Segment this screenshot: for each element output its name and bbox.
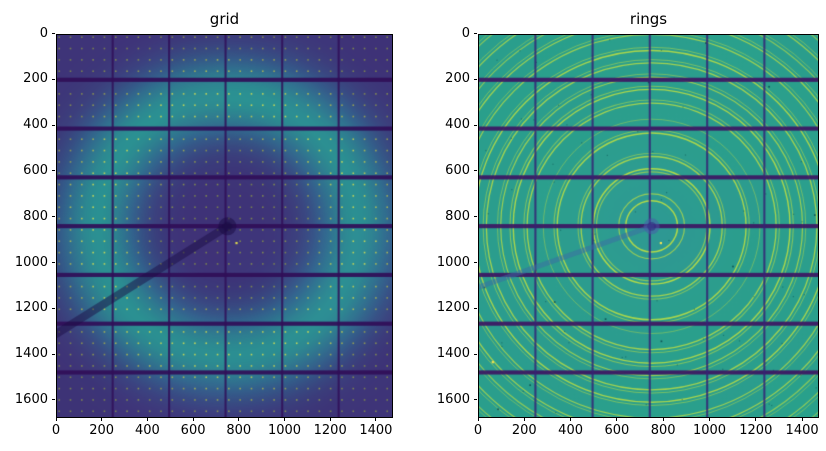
- x-tick-mark: [662, 417, 664, 421]
- x-tick-label: 1000: [267, 422, 302, 438]
- y-tick-label: 1200: [14, 300, 48, 316]
- y-tick-mark: [51, 307, 55, 309]
- grid-detector-image: [56, 33, 393, 418]
- x-tick-label: 400: [558, 422, 583, 438]
- y-tick-mark: [473, 216, 477, 218]
- y-tick-mark: [51, 170, 55, 172]
- y-tick-mark: [473, 78, 477, 80]
- x-tick-mark: [375, 417, 377, 421]
- x-tick-mark: [284, 417, 285, 421]
- y-tick-mark: [473, 399, 477, 401]
- x-tick-label: 600: [180, 422, 206, 438]
- y-tick-label: 400: [23, 117, 48, 133]
- x-tick-mark: [755, 417, 757, 421]
- x-tick-mark: [55, 417, 57, 421]
- y-tick-label: 400: [445, 117, 470, 133]
- y-tick-mark: [51, 33, 55, 34]
- x-tick-label: 600: [604, 422, 630, 438]
- y-tick-label: 800: [445, 208, 470, 224]
- x-tick-label: 1400: [785, 422, 819, 438]
- y-tick-mark: [473, 262, 477, 263]
- x-tick-label: 1200: [313, 422, 347, 438]
- x-tick-mark: [192, 417, 194, 421]
- x-tick-mark: [523, 417, 525, 421]
- x-tick-label: 200: [511, 422, 537, 438]
- x-tick-mark: [616, 417, 618, 421]
- y-tick-label: 1000: [436, 254, 470, 270]
- y-tick-label: 200: [445, 71, 470, 87]
- x-tick-mark: [477, 417, 479, 421]
- x-tick-mark: [238, 417, 240, 421]
- y-tick-label: 0: [461, 25, 470, 41]
- rings-detector-image: [478, 33, 819, 418]
- x-tick-mark: [570, 417, 572, 421]
- x-tick-mark: [709, 417, 710, 421]
- x-tick-mark: [101, 417, 103, 421]
- x-tick-label: 800: [226, 422, 252, 438]
- y-tick-label: 600: [445, 162, 470, 178]
- x-tick-label: 1000: [692, 422, 727, 438]
- y-tick-label: 1000: [14, 254, 48, 270]
- y-tick-label: 200: [23, 71, 48, 87]
- x-tick-label: 1400: [359, 422, 393, 438]
- y-tick-mark: [51, 124, 55, 126]
- x-tick-label: 0: [51, 422, 61, 438]
- y-tick-label: 1600: [14, 391, 48, 407]
- subplot-title-rings: rings: [629, 10, 668, 28]
- y-tick-mark: [51, 399, 55, 401]
- y-tick-mark: [473, 353, 477, 355]
- y-tick-label: 600: [23, 162, 48, 178]
- x-tick-mark: [146, 417, 148, 421]
- x-tick-label: 400: [134, 422, 160, 438]
- y-tick-label: 0: [39, 25, 48, 41]
- y-tick-label: 1200: [436, 300, 470, 316]
- subplot-title-grid: grid: [209, 10, 240, 28]
- x-tick-label: 1200: [739, 422, 773, 438]
- y-tick-label: 1400: [436, 346, 470, 362]
- y-tick-label: 1600: [436, 391, 470, 407]
- y-tick-mark: [473, 33, 477, 34]
- x-tick-mark: [801, 417, 803, 421]
- y-tick-mark: [51, 262, 55, 263]
- y-tick-mark: [51, 353, 55, 355]
- y-tick-label: 800: [23, 208, 48, 224]
- y-tick-mark: [473, 170, 477, 172]
- y-tick-mark: [51, 78, 55, 80]
- y-tick-mark: [473, 124, 477, 126]
- x-tick-label: 800: [650, 422, 676, 438]
- y-tick-mark: [473, 307, 477, 309]
- x-tick-label: 0: [473, 422, 483, 438]
- y-tick-mark: [51, 216, 55, 218]
- x-tick-mark: [329, 417, 331, 421]
- y-tick-label: 1400: [14, 346, 48, 362]
- x-tick-label: 200: [89, 422, 115, 438]
